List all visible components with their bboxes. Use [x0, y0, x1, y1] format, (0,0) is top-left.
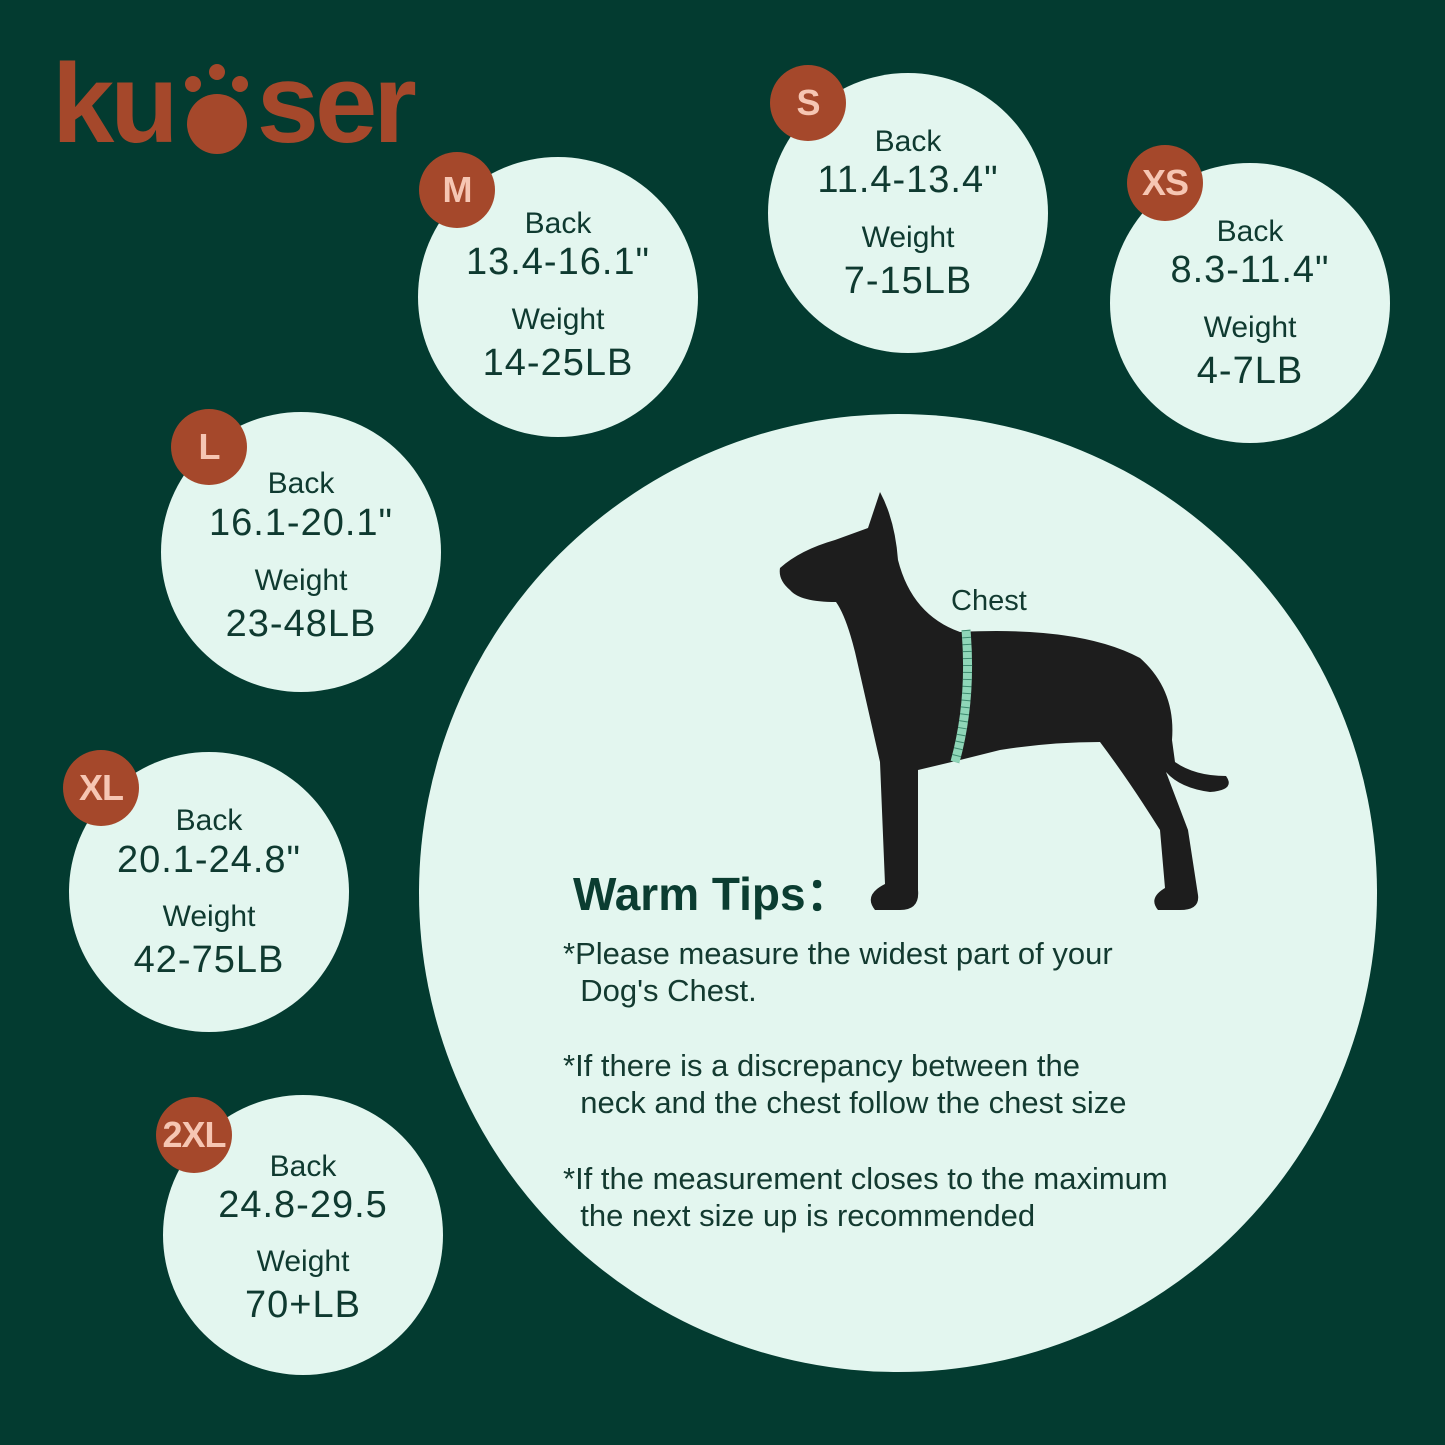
size-badge-xs: XS — [1127, 145, 1203, 221]
back-value: 13.4-16.1" — [465, 241, 651, 283]
tip-item: *If the measurement closes to the maximu… — [563, 1161, 1168, 1233]
weight-label: Weight — [1203, 311, 1297, 344]
logo-text-end: ser — [256, 41, 417, 166]
brand-logo: ku ser — [52, 41, 417, 166]
back-value: 24.8-29.5 — [218, 1184, 388, 1226]
size-badge-xl: XL — [63, 750, 139, 826]
back-label: Back — [269, 1150, 337, 1183]
back-label: Back — [175, 804, 243, 837]
weight-value: 23-48LB — [225, 603, 377, 645]
size-card-l: Back 16.1-20.1" Weight 23-48LB — [161, 412, 441, 692]
size-badge-2xl: 2XL — [156, 1097, 232, 1173]
weight-label: Weight — [511, 303, 605, 336]
weight-value: 7-15LB — [843, 260, 973, 302]
back-label: Back — [267, 467, 335, 500]
tip-item: *If there is a discrepancy between the n… — [563, 1048, 1127, 1120]
weight-label: Weight — [254, 564, 348, 597]
weight-label: Weight — [162, 900, 256, 933]
weight-value: 14-25LB — [482, 342, 634, 384]
weight-label: Weight — [861, 221, 955, 254]
weight-label: Weight — [256, 1245, 350, 1278]
size-card-2xl: Back 24.8-29.5 Weight 70+LB — [163, 1095, 443, 1375]
warm-tips-title: Warm Tips： — [573, 868, 852, 920]
size-badge-s: S — [770, 65, 846, 141]
size-card-s: Back 11.4-13.4" Weight 7-15LB — [768, 73, 1048, 353]
logo-text-start: ku — [52, 41, 179, 166]
back-label: Back — [874, 125, 942, 158]
weight-value: 42-75LB — [133, 939, 285, 981]
tip-item: *Please measure the widest part of your … — [563, 936, 1113, 1008]
weight-value: 4-7LB — [1196, 350, 1304, 392]
back-label: Back — [1216, 215, 1284, 248]
paw-icon — [184, 64, 248, 154]
size-badge-l: L — [171, 409, 247, 485]
back-label: Back — [524, 207, 592, 240]
back-value: 8.3-11.4" — [1170, 249, 1330, 291]
measuring-tape-icon — [950, 629, 973, 764]
weight-value: 70+LB — [245, 1284, 361, 1326]
back-value: 11.4-13.4" — [817, 159, 999, 201]
size-badge-m: M — [419, 152, 495, 228]
back-value: 20.1-24.8" — [116, 839, 302, 881]
back-value: 16.1-20.1" — [208, 502, 394, 544]
chest-label: Chest — [951, 585, 1027, 617]
